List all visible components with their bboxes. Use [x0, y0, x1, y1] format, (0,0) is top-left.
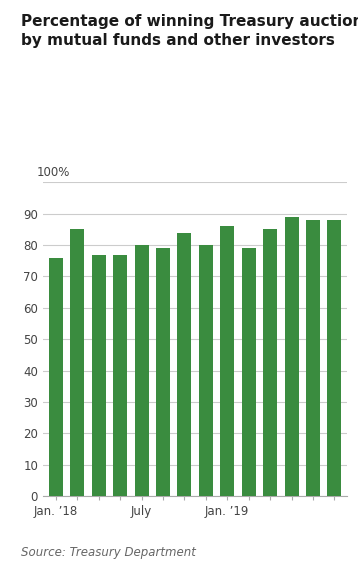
Text: Percentage of winning Treasury auction bids
by mutual funds and other investors: Percentage of winning Treasury auction b…: [21, 14, 358, 48]
Text: Source: Treasury Department: Source: Treasury Department: [21, 545, 196, 559]
Bar: [199, 245, 213, 496]
Bar: [49, 258, 63, 496]
Bar: [178, 233, 192, 496]
Bar: [135, 245, 149, 496]
Bar: [92, 254, 106, 496]
Bar: [306, 220, 320, 496]
Bar: [285, 217, 299, 496]
Bar: [220, 226, 234, 496]
Text: 100%: 100%: [37, 166, 70, 179]
Bar: [156, 248, 170, 496]
Bar: [70, 229, 84, 496]
Bar: [328, 220, 342, 496]
Bar: [263, 229, 277, 496]
Bar: [242, 248, 256, 496]
Bar: [113, 254, 127, 496]
